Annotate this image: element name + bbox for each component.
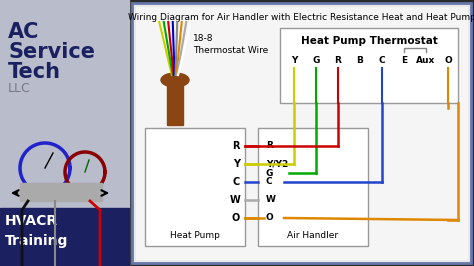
Text: Y/Y2: Y/Y2	[266, 160, 288, 168]
Text: Y: Y	[291, 56, 297, 65]
Bar	[136, 7, 467, 259]
Text: W: W	[266, 196, 276, 205]
Text: O: O	[444, 56, 452, 65]
Text: O: O	[266, 214, 274, 222]
Bar	[0, 208, 129, 266]
Text: C: C	[233, 177, 240, 187]
Bar	[280, 28, 458, 103]
Text: R: R	[233, 141, 240, 151]
Text: W: W	[229, 195, 240, 205]
Ellipse shape	[161, 73, 189, 87]
Text: C: C	[379, 56, 385, 65]
Text: R: R	[266, 142, 273, 151]
Bar	[258, 128, 368, 246]
Text: AC: AC	[8, 22, 39, 42]
Bar	[20, 183, 102, 201]
Text: Tech: Tech	[8, 62, 61, 82]
Text: B: B	[356, 56, 364, 65]
Text: Wiring Diagram for Air Handler with Electric Resistance Heat and Heat Pump: Wiring Diagram for Air Handler with Elec…	[128, 13, 474, 22]
Text: 18-8: 18-8	[193, 34, 213, 43]
Text: Aux: Aux	[416, 56, 436, 65]
Bar	[167, 80, 183, 125]
Text: Thermostat Wire: Thermostat Wire	[193, 46, 268, 55]
Text: LLC: LLC	[8, 82, 31, 95]
Text: Heat Pump Thermostat: Heat Pump Thermostat	[301, 36, 438, 46]
Text: Air Handler: Air Handler	[287, 231, 338, 240]
Text: C: C	[266, 177, 273, 186]
Bar	[0, 0, 129, 266]
Text: Heat Pump: Heat Pump	[170, 231, 220, 240]
Text: Y: Y	[233, 159, 240, 169]
Text: G: G	[266, 168, 273, 177]
Text: Training: Training	[5, 234, 68, 248]
Bar	[132, 3, 471, 263]
Text: R: R	[335, 56, 341, 65]
Text: O: O	[232, 213, 240, 223]
Text: G: G	[312, 56, 319, 65]
Text: HVACR: HVACR	[5, 214, 58, 228]
Text: Service: Service	[8, 42, 95, 62]
Text: E: E	[401, 56, 407, 65]
Bar	[145, 128, 245, 246]
